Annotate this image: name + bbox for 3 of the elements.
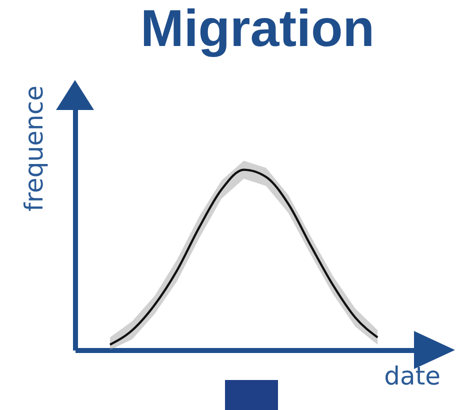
x-axis-title: date: [384, 362, 440, 390]
y-axis-title: frequence: [20, 86, 48, 212]
chart-title: Migration: [140, 0, 374, 58]
